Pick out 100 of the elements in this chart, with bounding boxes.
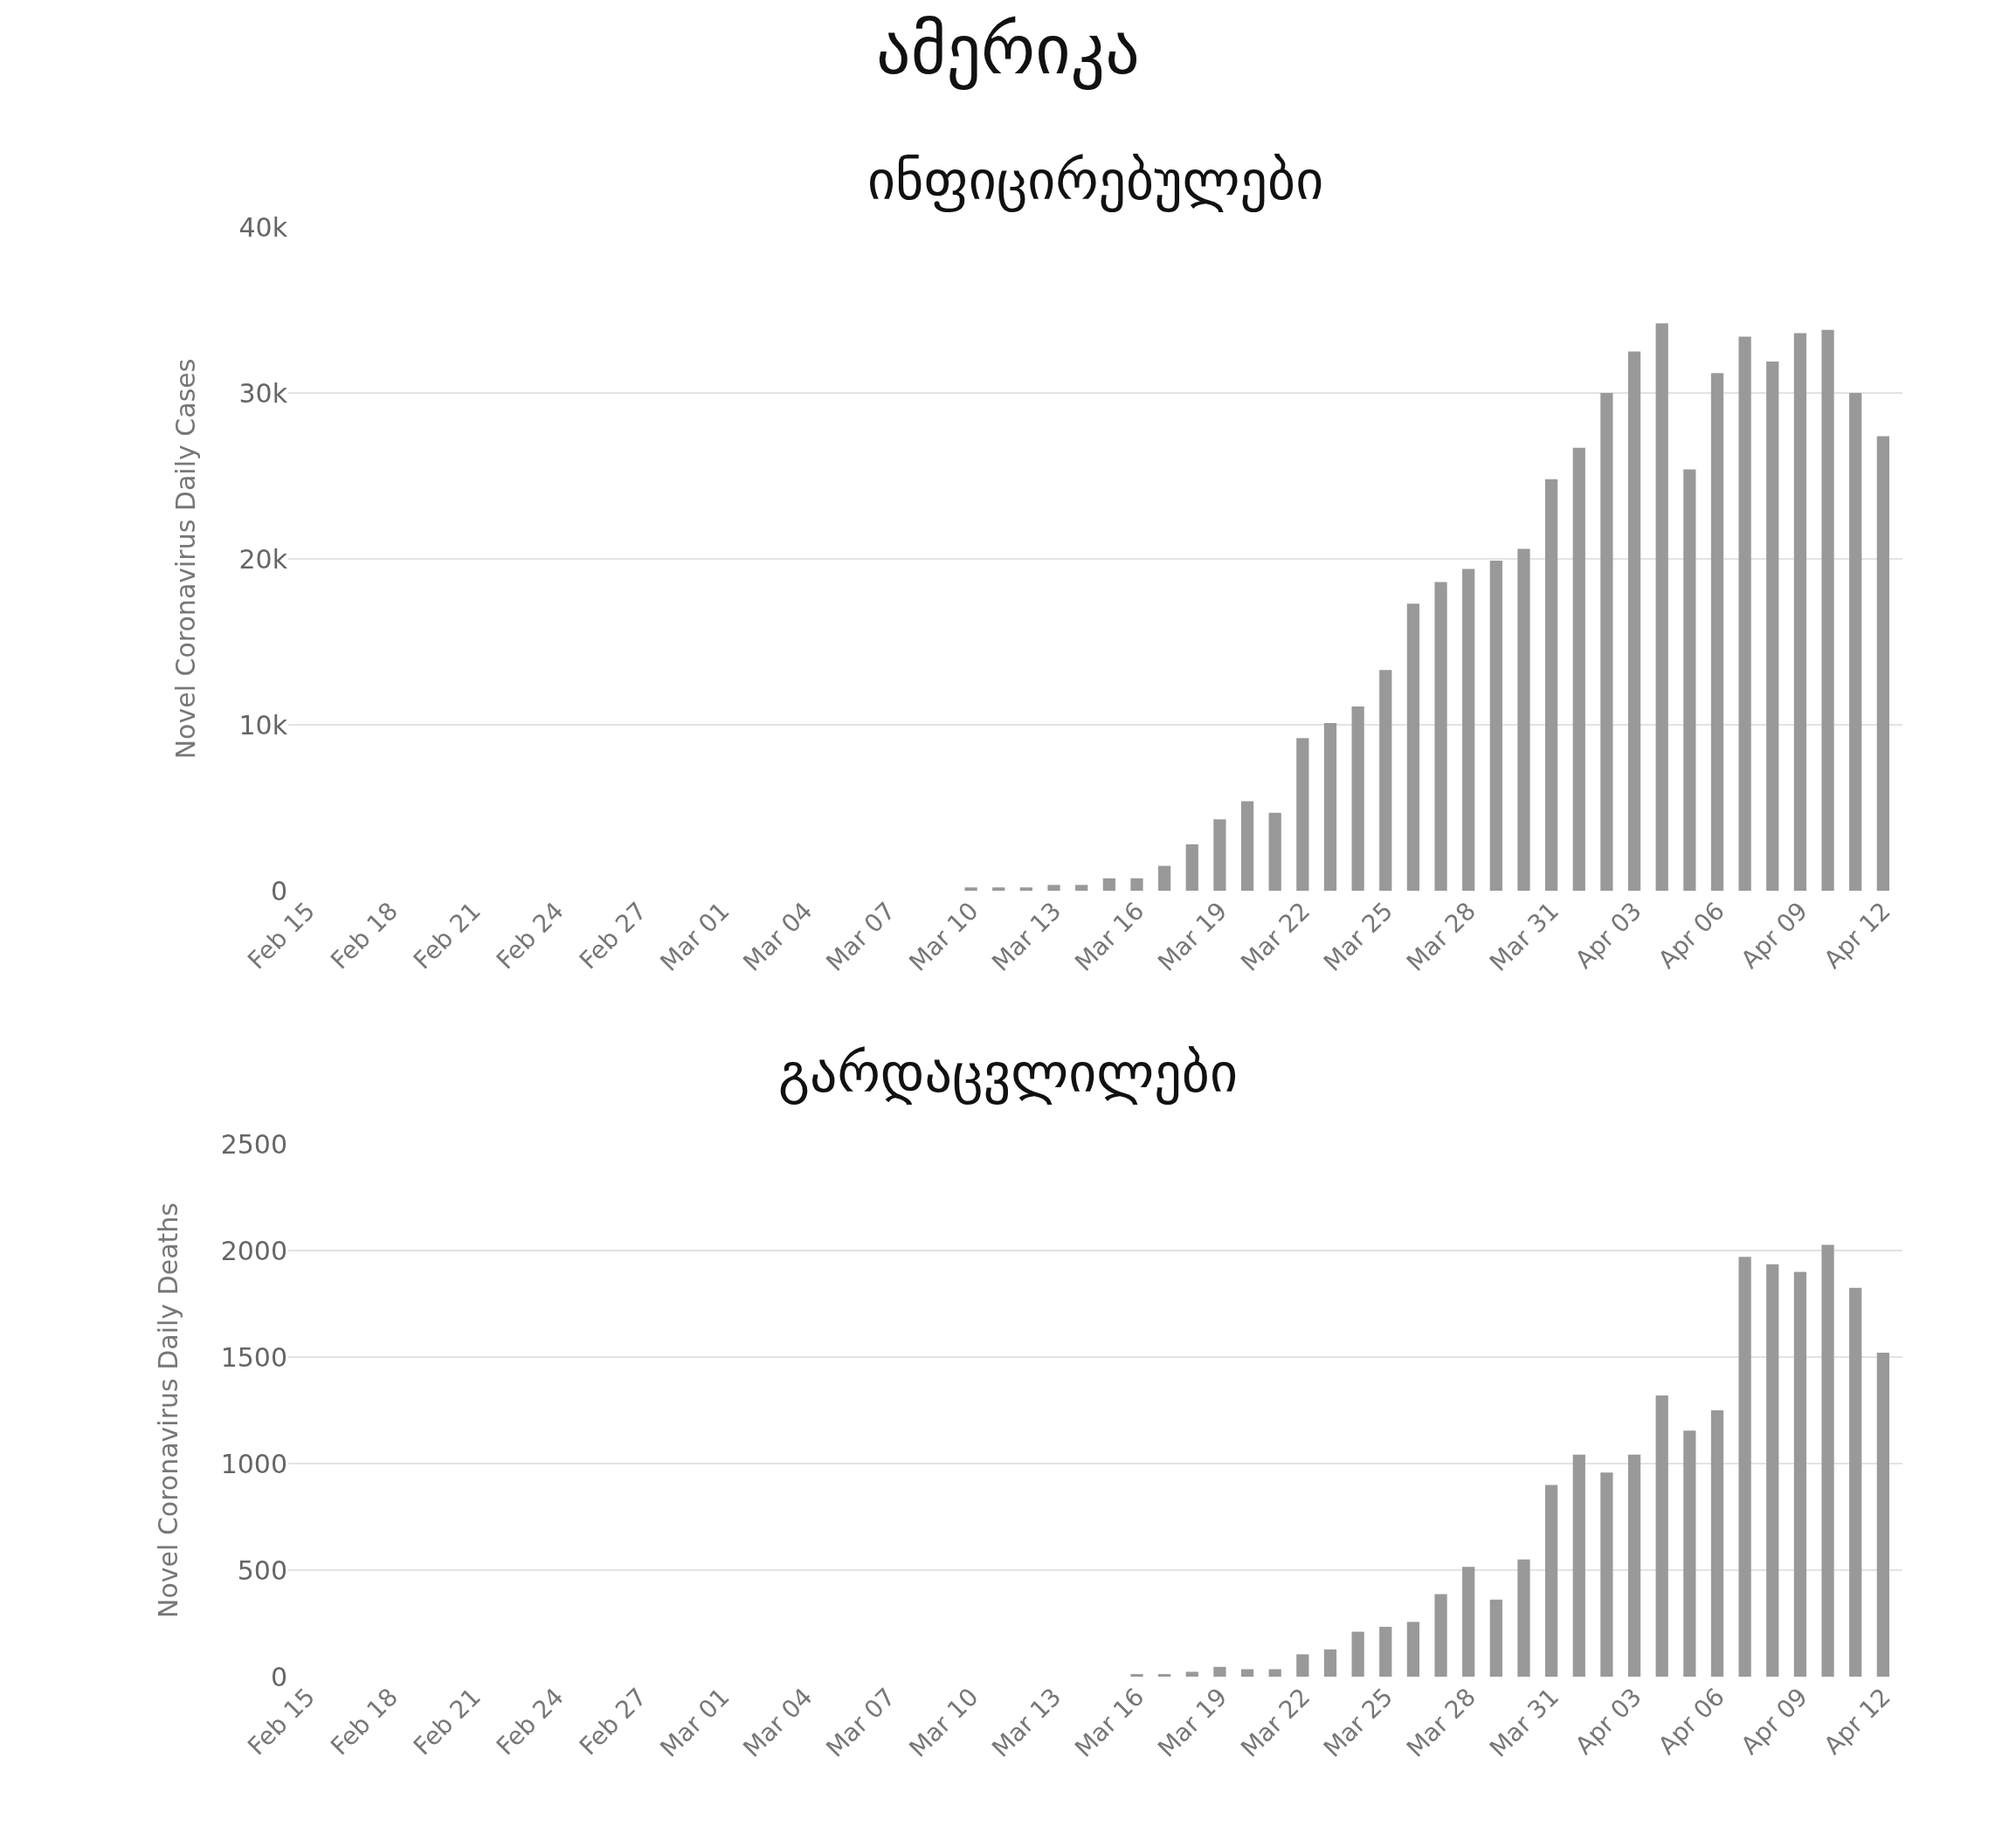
y-tick-label: 40k: [238, 211, 288, 243]
bar: [1876, 436, 1889, 891]
bar: [1600, 1472, 1613, 1677]
bar: [1296, 1654, 1309, 1677]
x-tick-label: Apr 06: [1652, 1682, 1730, 1761]
bar: [1268, 812, 1281, 891]
bar: [1296, 738, 1309, 891]
bar: [1876, 1353, 1889, 1677]
y-tick-label: 0: [270, 875, 287, 906]
bar: [1793, 333, 1807, 891]
y-tick-label: 0: [270, 1661, 287, 1692]
bar: [1821, 1244, 1834, 1677]
bar: [1268, 1669, 1281, 1677]
y-axis-title: Novel Coronavirus Daily Cases: [170, 358, 202, 760]
bar: [1434, 1594, 1447, 1677]
bar: [1655, 323, 1668, 891]
bar: [1047, 885, 1060, 891]
x-tick-label: Feb 21: [407, 896, 487, 975]
bar: [1157, 865, 1171, 891]
y-tick-label: 30k: [238, 377, 288, 409]
bar: [1627, 1454, 1641, 1677]
x-tick-label: Mar 04: [737, 1682, 818, 1763]
bar: [1849, 393, 1862, 891]
y-tick-label: 2000: [220, 1235, 287, 1266]
bar: [1849, 1287, 1862, 1677]
x-tick-label: Mar 31: [1483, 896, 1564, 977]
x-tick-label: Mar 04: [737, 896, 818, 977]
bar: [1323, 1649, 1337, 1677]
bar: [964, 887, 977, 891]
bar: [1213, 1666, 1226, 1677]
bar: [1655, 1395, 1668, 1677]
bar: [1489, 1599, 1502, 1677]
x-tick-label: Mar 25: [1317, 896, 1399, 977]
bar: [1130, 1674, 1143, 1677]
bar: [1185, 844, 1198, 891]
bar: [1738, 1257, 1751, 1677]
x-tick-label: Mar 22: [1235, 896, 1316, 977]
bar: [1462, 1567, 1475, 1677]
x-tick-label: Mar 10: [903, 1682, 984, 1763]
x-tick-label: Apr 12: [1818, 1682, 1896, 1761]
x-tick-label: Feb 21: [407, 1682, 487, 1761]
bar: [1572, 1454, 1585, 1677]
bar: [1683, 1430, 1696, 1677]
bar: [1102, 878, 1115, 891]
bar: [1710, 373, 1724, 891]
bar: [1379, 670, 1392, 891]
bar: [1406, 1622, 1420, 1677]
bar: [1351, 1631, 1364, 1677]
bar: [1406, 603, 1420, 891]
bar: [1710, 1410, 1724, 1677]
bar: [1489, 560, 1502, 891]
bar: [1683, 469, 1696, 891]
x-tick-label: Apr 12: [1818, 896, 1896, 975]
bar: [1434, 582, 1447, 891]
x-tick-label: Apr 09: [1735, 1682, 1813, 1761]
x-tick-label: Mar 19: [1152, 896, 1233, 977]
x-tick-label: Apr 09: [1735, 896, 1813, 975]
bar: [1793, 1271, 1807, 1677]
x-tick-label: Mar 01: [654, 896, 735, 977]
y-tick-label: 20k: [238, 543, 288, 575]
bar: [1213, 819, 1226, 891]
y-tick-label: 10k: [238, 709, 288, 741]
x-tick-label: Mar 28: [1400, 1682, 1482, 1763]
bar: [1019, 887, 1033, 891]
x-tick-label: Mar 31: [1483, 1682, 1564, 1763]
bar: [1738, 336, 1751, 891]
bar: [1462, 568, 1475, 891]
y-axis-title: Novel Coronavirus Daily Deaths: [152, 1202, 183, 1619]
bar: [1240, 801, 1254, 891]
bar: [1517, 1559, 1530, 1677]
y-tick-label: 1500: [220, 1341, 287, 1373]
x-tick-label: Feb 24: [490, 1682, 570, 1761]
bar: [1627, 351, 1641, 891]
bar: [1545, 479, 1558, 891]
chart-title: გარდაცვლილები: [777, 1041, 1239, 1106]
x-tick-label: Mar 01: [654, 1682, 735, 1763]
x-tick-label: Mar 28: [1400, 896, 1482, 977]
chart-subtitle: ინფიცირებულები: [867, 148, 1324, 212]
bar: [1379, 1626, 1392, 1677]
bar: [992, 887, 1005, 891]
bar: [1517, 548, 1530, 891]
x-tick-label: Feb 18: [325, 1682, 404, 1761]
bar: [1766, 361, 1779, 891]
x-tick-label: Feb 24: [490, 896, 570, 975]
x-tick-label: Mar 13: [986, 1682, 1067, 1763]
x-tick-label: Apr 03: [1569, 1682, 1647, 1761]
y-tick-label: 1000: [220, 1448, 287, 1479]
x-tick-label: Mar 16: [1069, 1682, 1150, 1763]
x-tick-label: Mar 22: [1235, 1682, 1316, 1763]
x-tick-label: Feb 27: [573, 896, 652, 975]
bar: [1075, 885, 1088, 891]
x-tick-label: Mar 19: [1152, 1682, 1233, 1763]
bar: [1821, 329, 1834, 891]
x-tick-label: Feb 18: [325, 896, 404, 975]
bar: [1185, 1671, 1198, 1677]
x-tick-label: Apr 06: [1652, 896, 1730, 975]
x-tick-label: Mar 16: [1069, 896, 1150, 977]
bar: [1240, 1669, 1254, 1677]
bar: [1157, 1674, 1171, 1677]
x-tick-label: Mar 07: [820, 1682, 901, 1763]
